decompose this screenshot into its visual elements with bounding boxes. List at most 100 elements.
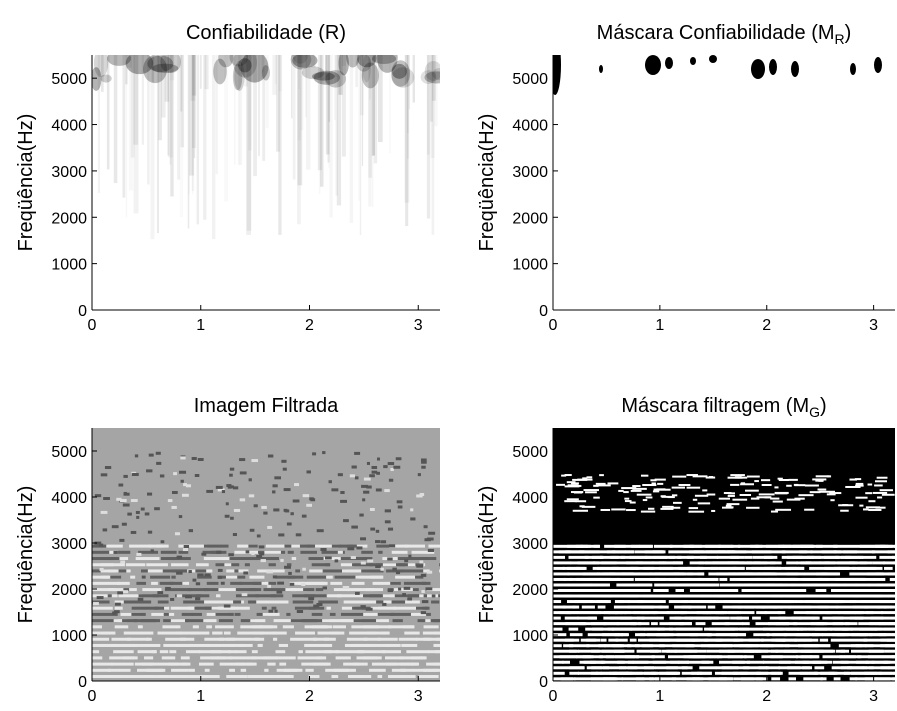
texture (762, 660, 791, 664)
texture (206, 625, 212, 629)
texture (319, 662, 331, 666)
texture (392, 567, 397, 571)
texture (599, 474, 604, 477)
texture (159, 650, 169, 654)
texture (144, 675, 169, 679)
texture (340, 563, 354, 567)
texture (100, 563, 125, 567)
texture (739, 611, 755, 615)
texture (185, 595, 192, 599)
texture (244, 563, 250, 567)
texture (340, 499, 348, 503)
y-axis-label: Freqüência(Hz) (15, 486, 37, 624)
texture (357, 650, 386, 654)
texture (196, 55, 200, 225)
texture (363, 490, 370, 494)
texture (272, 637, 278, 641)
texture (686, 486, 701, 489)
texture (401, 643, 409, 647)
texture (643, 627, 665, 631)
texture (366, 485, 372, 489)
texture (404, 559, 409, 563)
texture (289, 581, 305, 585)
texture (93, 55, 109, 78)
texture (859, 550, 875, 554)
texture (388, 478, 394, 482)
texture (862, 666, 874, 670)
texture (92, 557, 115, 561)
texture (740, 677, 755, 681)
texture (207, 643, 236, 647)
heatmap (92, 428, 440, 681)
texture (826, 493, 836, 496)
texture (553, 660, 564, 664)
texture (147, 492, 153, 496)
texture (170, 55, 174, 197)
texture (753, 633, 770, 637)
texture (873, 589, 895, 592)
texture (855, 496, 868, 499)
texture (375, 488, 382, 492)
texture (865, 611, 884, 615)
texture (368, 55, 373, 178)
texture (853, 594, 860, 598)
texture (815, 589, 827, 592)
texture (763, 555, 778, 559)
texture (723, 492, 732, 495)
texture (553, 589, 583, 592)
texture (745, 489, 759, 492)
texture (356, 55, 372, 72)
texture (119, 499, 127, 503)
texture (650, 479, 657, 482)
texture (102, 631, 116, 635)
texture (255, 594, 277, 598)
texture (391, 60, 411, 87)
texture (331, 544, 342, 548)
texture (393, 465, 401, 469)
texture (291, 544, 300, 548)
texture (715, 633, 738, 637)
texture (656, 633, 670, 637)
texture (733, 638, 764, 642)
heatmap (92, 55, 440, 310)
texture (743, 666, 768, 670)
texture (370, 606, 396, 610)
texture (564, 485, 580, 488)
texture (787, 589, 802, 592)
texture (92, 588, 116, 592)
texture (347, 675, 362, 679)
texture (892, 677, 895, 681)
texture (173, 472, 177, 476)
texture (117, 591, 124, 595)
texture (568, 644, 590, 648)
texture (746, 660, 765, 664)
texture (295, 533, 302, 537)
texture (168, 662, 191, 666)
texture (643, 666, 656, 670)
texture (798, 566, 805, 570)
texture (739, 627, 748, 631)
texture (312, 72, 335, 81)
texture (204, 637, 225, 641)
texture (593, 544, 601, 548)
texture (313, 637, 330, 641)
texture (675, 589, 684, 592)
texture (743, 594, 760, 598)
texture (769, 566, 782, 570)
texture (812, 616, 820, 620)
texture (305, 55, 311, 170)
texture (372, 581, 399, 585)
texture (185, 650, 201, 654)
texture (624, 550, 634, 554)
texture (711, 509, 716, 512)
x-tick-label: 2 (305, 317, 314, 334)
texture (657, 627, 673, 631)
texture (99, 543, 104, 547)
texture (243, 55, 249, 87)
texture (267, 525, 273, 529)
texture (230, 516, 234, 520)
texture (151, 63, 179, 73)
texture (188, 570, 192, 574)
texture (423, 625, 439, 629)
texture (553, 627, 563, 631)
